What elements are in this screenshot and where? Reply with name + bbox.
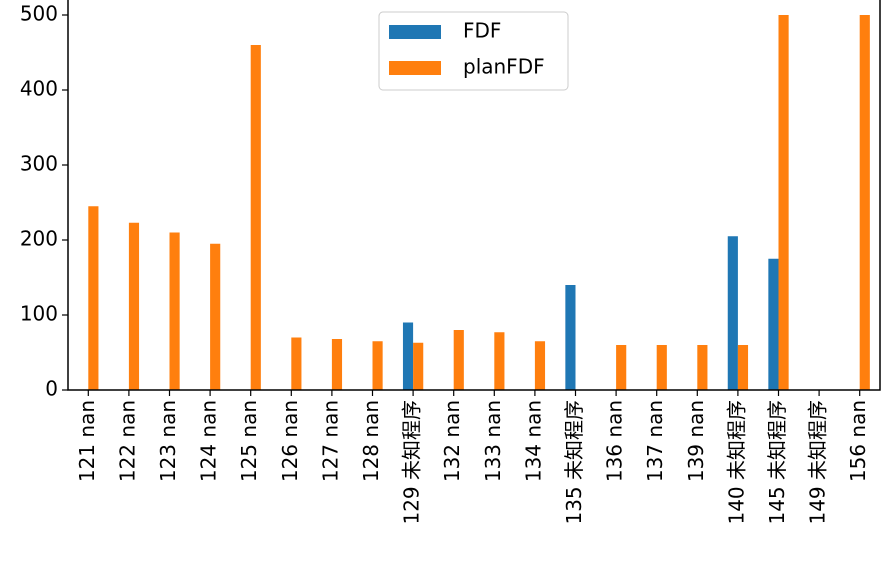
axes-frame [67,0,881,391]
x-tick-label: 149 未知程序 [806,400,830,525]
y-tick-label: 500 [20,2,58,26]
x-tick-label: 132 nan [440,400,464,482]
bar [331,339,343,390]
bar [88,206,99,390]
legend-swatch [389,61,441,75]
bar [616,345,627,390]
bar [413,342,424,390]
bar [737,345,749,390]
bar [453,330,464,390]
bar [727,236,738,390]
y-tick-label: 0 [45,377,58,401]
x-tick-label: 129 未知程序 [400,400,424,525]
bar [565,285,576,390]
x-tick-label: 125 nan [237,400,261,482]
bar [697,345,708,390]
y-tick-label: 400 [20,77,58,101]
bar [656,345,667,390]
bar [494,332,505,390]
x-tick-label: 145 未知程序 [765,400,789,525]
bar [250,45,261,390]
x-tick-label: 121 nan [75,400,99,482]
bar [859,15,870,390]
bar [402,322,414,390]
x-tick-label: 139 nan [684,400,708,482]
x-tick-label: 134 nan [521,400,545,482]
x-tick-label: 128 nan [359,400,383,482]
y-tick-label: 300 [20,152,58,176]
x-tick-label: 135 未知程序 [562,400,586,525]
y-tick-label: 100 [20,302,58,326]
bar [372,341,383,390]
bar [778,15,789,390]
x-tick-label: 140 未知程序 [724,400,748,525]
x-tick-label: 133 nan [481,400,505,482]
x-tick-label: 136 nan [603,400,627,482]
bar [128,222,140,390]
legend-label: FDF [463,19,501,43]
legend-label: planFDF [463,55,545,79]
x-tick-label: 137 nan [643,400,667,482]
x-tick-label: 127 nan [318,400,342,482]
bar [534,341,546,390]
x-tick-label: 156 nan [846,400,870,482]
legend-swatch [389,25,441,39]
bar [768,258,779,390]
bar [169,232,180,390]
x-tick-label: 124 nan [197,400,221,482]
y-tick-label: 200 [20,227,58,251]
bar [291,337,302,390]
x-tick-label: 123 nan [156,400,180,482]
bar [210,243,221,390]
x-tick-label: 126 nan [278,400,302,482]
x-tick-label: 122 nan [115,400,139,482]
